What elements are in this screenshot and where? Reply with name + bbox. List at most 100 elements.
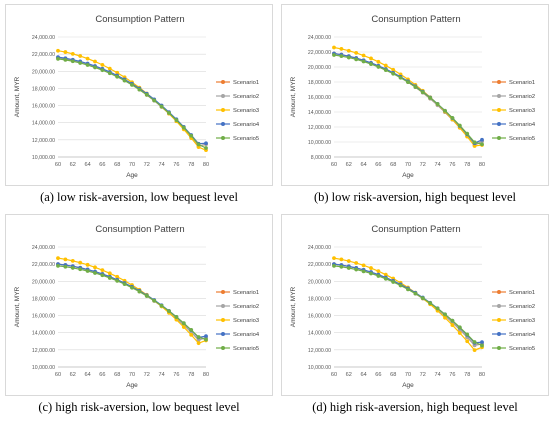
y-axis-title: Amount, MYR bbox=[290, 286, 297, 327]
y-tick-label: 14,000.00 bbox=[32, 331, 55, 337]
data-point-scenario5 bbox=[339, 264, 344, 269]
data-point-scenario3 bbox=[376, 269, 381, 274]
data-point-scenario3 bbox=[181, 325, 186, 329]
legend-label: Scenario2 bbox=[509, 304, 535, 310]
x-axis-title: Age bbox=[126, 382, 138, 389]
data-point-scenario5 bbox=[398, 283, 403, 288]
legend-label: Scenario3 bbox=[509, 108, 535, 114]
x-tick-label: 78 bbox=[464, 162, 470, 168]
data-point-scenario5 bbox=[346, 266, 351, 270]
legend-label: Scenario3 bbox=[233, 108, 259, 114]
y-tick-label: 20,000.00 bbox=[32, 279, 55, 285]
x-tick-label: 78 bbox=[188, 162, 194, 168]
legend-marker bbox=[221, 318, 225, 322]
data-point-scenario5 bbox=[465, 332, 470, 337]
series-line-scenario5 bbox=[333, 54, 483, 145]
data-point-scenario5 bbox=[472, 340, 477, 344]
legend-marker bbox=[221, 290, 225, 294]
data-point-scenario3 bbox=[339, 257, 344, 262]
y-tick-label: 24,000.00 bbox=[32, 35, 55, 41]
x-tick-label: 64 bbox=[360, 162, 366, 168]
data-point-scenario3 bbox=[70, 258, 75, 263]
data-point-scenario3 bbox=[78, 54, 83, 58]
series-line-scenario3 bbox=[333, 257, 483, 351]
legend-label: Scenario1 bbox=[509, 80, 535, 86]
y-tick-label: 16,000.00 bbox=[32, 314, 55, 320]
legend-marker bbox=[497, 304, 501, 308]
data-point-scenario5 bbox=[361, 59, 366, 64]
legend-marker bbox=[497, 290, 501, 294]
data-point-scenario3 bbox=[100, 268, 105, 273]
data-point-scenario5 bbox=[78, 267, 83, 272]
data-point-scenario5 bbox=[122, 282, 127, 287]
legend-label: Scenario2 bbox=[233, 304, 259, 310]
legend-label: Scenario5 bbox=[233, 346, 259, 352]
data-point-scenario5 bbox=[78, 61, 83, 65]
x-tick-label: 66 bbox=[99, 162, 105, 168]
legend-label: Scenario1 bbox=[233, 290, 259, 296]
line-chart: Consumption Pattern 24,000.00 22,000.00 20,… bbox=[290, 224, 536, 389]
chart-panel-a: Consumption Pattern 24,000.00 22,000.00 20,… bbox=[5, 4, 275, 214]
chart-panel-c: Consumption Pattern 24,000.00 22,000.00 20,… bbox=[5, 214, 275, 424]
data-point-scenario3 bbox=[354, 51, 359, 55]
y-tick-label: 16,000.00 bbox=[308, 95, 331, 101]
data-point-scenario3 bbox=[93, 59, 97, 64]
data-point-scenario5 bbox=[93, 65, 97, 70]
x-tick-label: 80 bbox=[203, 372, 209, 378]
data-point-scenario5 bbox=[152, 98, 157, 103]
data-point-scenario5 bbox=[472, 140, 477, 145]
data-point-scenario5 bbox=[204, 337, 208, 342]
data-point-scenario5 bbox=[398, 75, 403, 80]
data-point-scenario5 bbox=[189, 133, 194, 138]
y-tick-label: 22,000.00 bbox=[308, 50, 331, 56]
data-point-scenario5 bbox=[435, 306, 440, 311]
data-point-scenario5 bbox=[115, 74, 120, 79]
data-point-scenario3 bbox=[391, 67, 396, 72]
legend-marker bbox=[497, 332, 501, 336]
x-tick-label: 68 bbox=[390, 162, 396, 168]
x-tick-label: 80 bbox=[479, 162, 485, 168]
data-point-scenario5 bbox=[443, 108, 447, 113]
x-tick-label: 74 bbox=[158, 372, 164, 378]
data-point-scenario3 bbox=[78, 260, 83, 265]
data-point-scenario3 bbox=[107, 66, 112, 71]
chart-caption: (d) high risk-aversion, high bequest lev… bbox=[312, 400, 518, 414]
data-point-scenario3 bbox=[354, 261, 359, 265]
data-point-scenario5 bbox=[100, 68, 105, 73]
x-tick-label: 62 bbox=[346, 162, 352, 168]
legend-label: Scenario4 bbox=[509, 332, 536, 338]
x-tick-label: 62 bbox=[70, 372, 76, 378]
y-tick-label: 14,000.00 bbox=[308, 331, 331, 337]
data-point-scenario5 bbox=[443, 312, 447, 317]
y-tick-label: 20,000.00 bbox=[308, 65, 331, 71]
line-chart: Consumption Pattern 24,000.00 22,000.00 20,… bbox=[290, 14, 536, 179]
x-tick-label: 76 bbox=[173, 162, 179, 168]
data-point-scenario5 bbox=[391, 280, 396, 284]
legend-label: Scenario5 bbox=[509, 346, 535, 352]
series-line-scenario5 bbox=[57, 58, 207, 149]
x-tick-label: 74 bbox=[434, 162, 440, 168]
legend-marker bbox=[497, 318, 501, 322]
data-point-scenario5 bbox=[420, 90, 425, 95]
data-point-scenario5 bbox=[406, 80, 410, 85]
x-axis-title: Age bbox=[126, 172, 138, 179]
data-point-scenario5 bbox=[167, 309, 171, 314]
line-chart: Consumption Pattern 24,000.00 22,000.00 20,… bbox=[14, 224, 260, 389]
data-point-scenario4 bbox=[204, 141, 208, 146]
x-tick-label: 72 bbox=[420, 372, 426, 378]
y-tick-label: 12,000.00 bbox=[308, 348, 331, 354]
legend-label: Scenario5 bbox=[233, 136, 259, 142]
data-point-scenario5 bbox=[152, 298, 157, 303]
legend-label: Scenario4 bbox=[233, 122, 260, 128]
legend-label: Scenario4 bbox=[509, 122, 536, 128]
y-axis-title: Amount, MYR bbox=[290, 76, 297, 117]
legend-marker bbox=[497, 108, 501, 112]
data-point-scenario3 bbox=[85, 56, 90, 61]
y-tick-label: 24,000.00 bbox=[308, 35, 331, 41]
x-tick-label: 62 bbox=[70, 162, 76, 168]
data-point-scenario3 bbox=[174, 317, 179, 322]
data-point-scenario5 bbox=[339, 54, 344, 59]
data-point-scenario5 bbox=[450, 318, 455, 323]
x-tick-label: 80 bbox=[479, 372, 485, 378]
data-point-scenario5 bbox=[137, 87, 142, 92]
